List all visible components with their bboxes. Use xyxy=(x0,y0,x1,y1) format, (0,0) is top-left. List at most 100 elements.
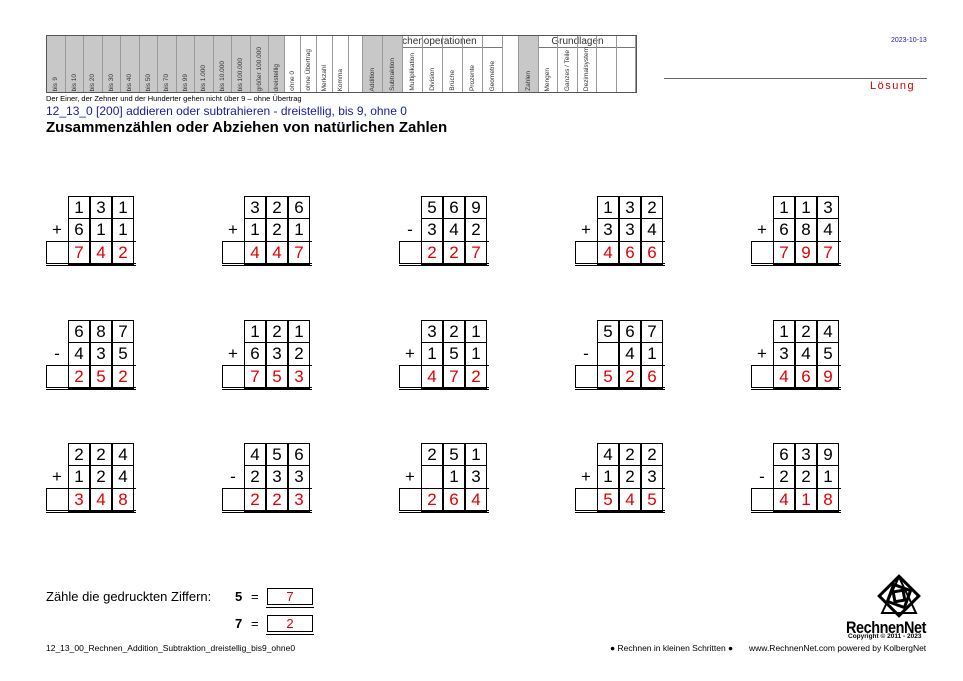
second-operand-digit: 4 xyxy=(619,343,641,366)
range-prefix: bis xyxy=(52,82,60,91)
result-digit[interactable]: 9 xyxy=(817,366,839,389)
result-digit[interactable]: 5 xyxy=(641,489,663,512)
result-margin xyxy=(751,241,773,264)
result-digit[interactable]: 3 xyxy=(288,366,310,389)
result-digit[interactable]: 6 xyxy=(443,489,465,512)
result-digit[interactable]: 2 xyxy=(266,489,288,512)
rechenoperationen-group-col: Addition xyxy=(363,36,383,92)
count-answer-2[interactable]: 2 xyxy=(266,615,314,635)
result-digit[interactable]: 6 xyxy=(795,366,817,389)
result-digit[interactable]: 4 xyxy=(90,242,112,265)
result-digit[interactable]: 3 xyxy=(288,489,310,512)
first-operand-digit: 3 xyxy=(244,196,266,219)
first-operand-digit: 2 xyxy=(90,443,112,466)
result-digit[interactable]: 8 xyxy=(817,489,839,512)
footer-site-link[interactable]: www.RechnenNet.com powered by KolbergNet xyxy=(749,643,927,653)
category-label: Addition xyxy=(369,67,376,92)
rechenoperationen-group-col: Prozente xyxy=(463,36,483,92)
spacer xyxy=(503,36,519,92)
category-label: Mengen xyxy=(544,67,552,92)
result-digit[interactable]: 7 xyxy=(773,242,795,265)
operator-sign: + xyxy=(757,344,767,363)
result-digit[interactable]: 2 xyxy=(421,489,443,512)
operator-sign: + xyxy=(228,344,238,363)
result-digit[interactable]: 5 xyxy=(597,489,619,512)
result-digit[interactable]: 4 xyxy=(90,489,112,512)
result-digit[interactable]: 4 xyxy=(597,242,619,265)
result-digit[interactable]: 4 xyxy=(244,242,266,265)
grundlagen-group-col: Mengen xyxy=(539,36,558,92)
second-operand-digit: 2 xyxy=(90,466,112,489)
second-operand-digit: 1 xyxy=(288,219,310,242)
first-operand-digit: 7 xyxy=(641,320,663,343)
double-underline xyxy=(751,263,841,266)
extra-group-col: Merkzahl xyxy=(317,36,333,92)
result-digit[interactable]: 7 xyxy=(817,242,839,265)
result-digit[interactable]: 7 xyxy=(288,242,310,265)
result-digit[interactable]: 8 xyxy=(112,489,134,512)
second-operand-digit: 3 xyxy=(266,466,288,489)
result-digit[interactable]: 5 xyxy=(266,366,288,389)
result-digit[interactable]: 4 xyxy=(773,366,795,389)
result-digit[interactable]: 5 xyxy=(90,366,112,389)
result-digit[interactable]: 6 xyxy=(641,242,663,265)
double-underline xyxy=(222,510,312,513)
category-label: ohne Übertrag xyxy=(305,49,312,91)
sum-line xyxy=(222,365,312,366)
first-operand-digit: 4 xyxy=(597,443,619,466)
result-digit[interactable]: 2 xyxy=(244,489,266,512)
zahlbereich-group-col: 40 bis xyxy=(121,36,140,92)
count-equals-1: = xyxy=(251,589,259,604)
result-digit[interactable]: 2 xyxy=(619,366,641,389)
result-digit[interactable]: 3 xyxy=(68,489,90,512)
result-digit[interactable]: 5 xyxy=(597,366,619,389)
second-operand-digit: 1 xyxy=(244,219,266,242)
first-operand-digit: 6 xyxy=(773,443,795,466)
result-digit[interactable]: 4 xyxy=(266,242,288,265)
result-digit[interactable]: 2 xyxy=(112,366,134,389)
zahlbereich-group-col: 30 bis xyxy=(102,36,121,92)
result-digit[interactable]: 4 xyxy=(421,366,443,389)
result-digit[interactable]: 2 xyxy=(421,242,443,265)
double-underline xyxy=(399,510,489,513)
result-digit[interactable]: 2 xyxy=(443,242,465,265)
count-answer-1[interactable]: 7 xyxy=(266,588,314,608)
result-digit[interactable]: 2 xyxy=(68,366,90,389)
result-digit[interactable]: 7 xyxy=(68,242,90,265)
double-underline xyxy=(399,387,489,390)
extra-group-col: dreistellig xyxy=(269,36,285,92)
operator-sign: + xyxy=(405,467,415,486)
first-operand-digit: 6 xyxy=(68,320,90,343)
sum-line xyxy=(222,241,312,242)
result-digit[interactable]: 7 xyxy=(443,366,465,389)
zahlbereich-group-col: 50 bis xyxy=(139,36,158,92)
category-label: Division xyxy=(429,68,436,91)
result-margin xyxy=(575,365,597,388)
result-digit[interactable]: 2 xyxy=(112,242,134,265)
result-digit[interactable]: 4 xyxy=(619,489,641,512)
result-digit[interactable]: 4 xyxy=(465,489,487,512)
second-operand-digit: 3 xyxy=(773,343,795,366)
result-digit[interactable]: 4 xyxy=(773,489,795,512)
result-digit[interactable]: 6 xyxy=(641,366,663,389)
category-label: größer 100.000 xyxy=(255,46,263,91)
result-digit[interactable]: 2 xyxy=(465,366,487,389)
operator-sign: - xyxy=(759,467,765,486)
second-operand-digit: 1 xyxy=(465,343,487,366)
first-operand-digit: 3 xyxy=(421,320,443,343)
result-digit[interactable]: 7 xyxy=(244,366,266,389)
problem-8: 3 2 1 1 5 1 4 7 2 + xyxy=(399,320,489,390)
sum-line xyxy=(575,488,665,489)
first-operand-digit: 7 xyxy=(112,320,134,343)
result-margin xyxy=(575,241,597,264)
result-digit[interactable]: 6 xyxy=(619,242,641,265)
second-operand-digit: 3 xyxy=(465,466,487,489)
second-operand-digit: 2 xyxy=(795,466,817,489)
result-digit[interactable]: 9 xyxy=(795,242,817,265)
result-margin xyxy=(46,488,68,511)
second-operand-digit: 5 xyxy=(112,343,134,366)
result-digit[interactable]: 1 xyxy=(795,489,817,512)
solution-divider xyxy=(664,78,927,79)
result-digit[interactable]: 7 xyxy=(465,242,487,265)
problem-14: 4 2 2 1 2 3 5 4 5 + xyxy=(575,443,665,513)
